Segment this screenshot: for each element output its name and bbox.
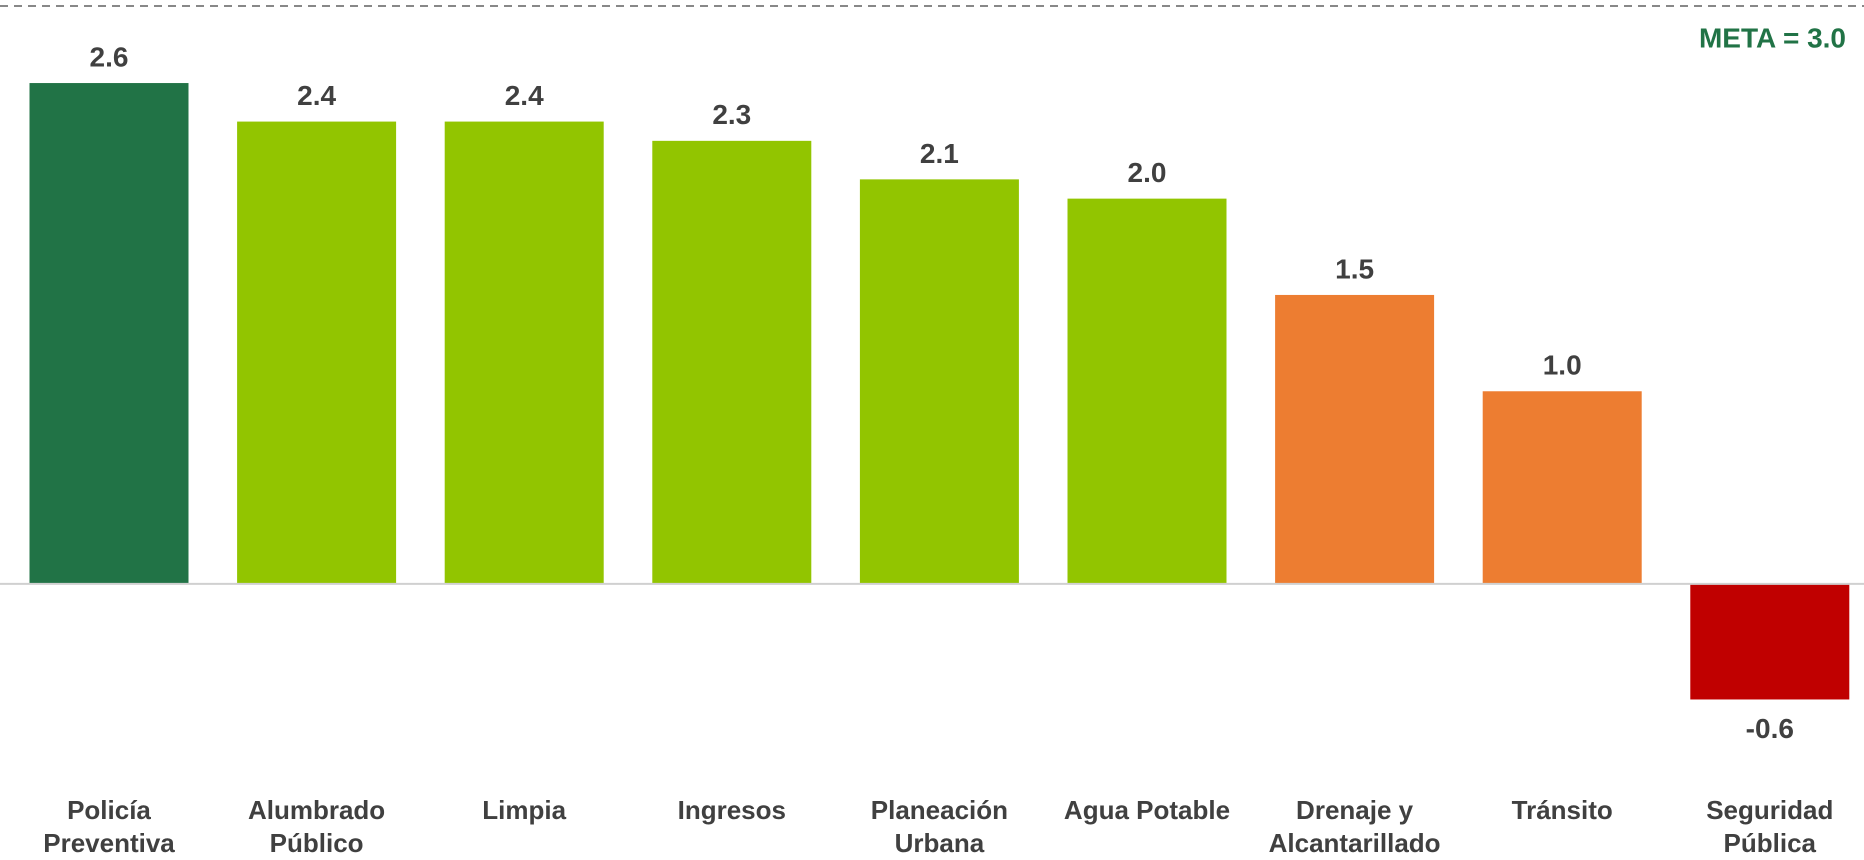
value-label: 2.0 [1128, 157, 1167, 188]
x-tick-label: Alumbrado [248, 795, 385, 825]
value-label: 2.4 [505, 80, 544, 111]
bar [1067, 198, 1227, 584]
bar [237, 121, 397, 584]
x-tick-label: Ingresos [678, 795, 786, 825]
x-tick-label: Alcantarillado [1269, 828, 1441, 858]
value-label: 1.0 [1543, 350, 1582, 381]
value-label: 2.1 [920, 138, 959, 169]
x-tick-label: Policía [67, 795, 151, 825]
bar [1482, 391, 1642, 584]
value-label: -0.6 [1746, 713, 1794, 744]
x-tick-label: Tránsito [1512, 795, 1613, 825]
bar [1275, 294, 1435, 584]
bar [859, 179, 1019, 584]
x-tick-label: Seguridad [1706, 795, 1833, 825]
bar [1690, 583, 1850, 700]
meta-annotation: META = 3.0 [1699, 22, 1846, 53]
x-tick-label: Preventiva [43, 828, 175, 858]
x-tick-label: Urbana [895, 828, 985, 858]
bar [652, 140, 812, 584]
x-tick-label: Pública [1724, 828, 1817, 858]
value-label: 2.4 [297, 80, 336, 111]
x-tick-label: Planeación [871, 795, 1008, 825]
x-tick-label: Limpia [482, 795, 566, 825]
x-tick-label: Público [270, 828, 364, 858]
value-label: 2.6 [90, 41, 129, 72]
value-label: 1.5 [1335, 253, 1374, 284]
x-tick-label: Drenaje y [1296, 795, 1414, 825]
bar [29, 83, 189, 584]
x-tick-label: Agua Potable [1064, 795, 1230, 825]
value-label: 2.3 [712, 99, 751, 130]
bar [444, 121, 604, 584]
